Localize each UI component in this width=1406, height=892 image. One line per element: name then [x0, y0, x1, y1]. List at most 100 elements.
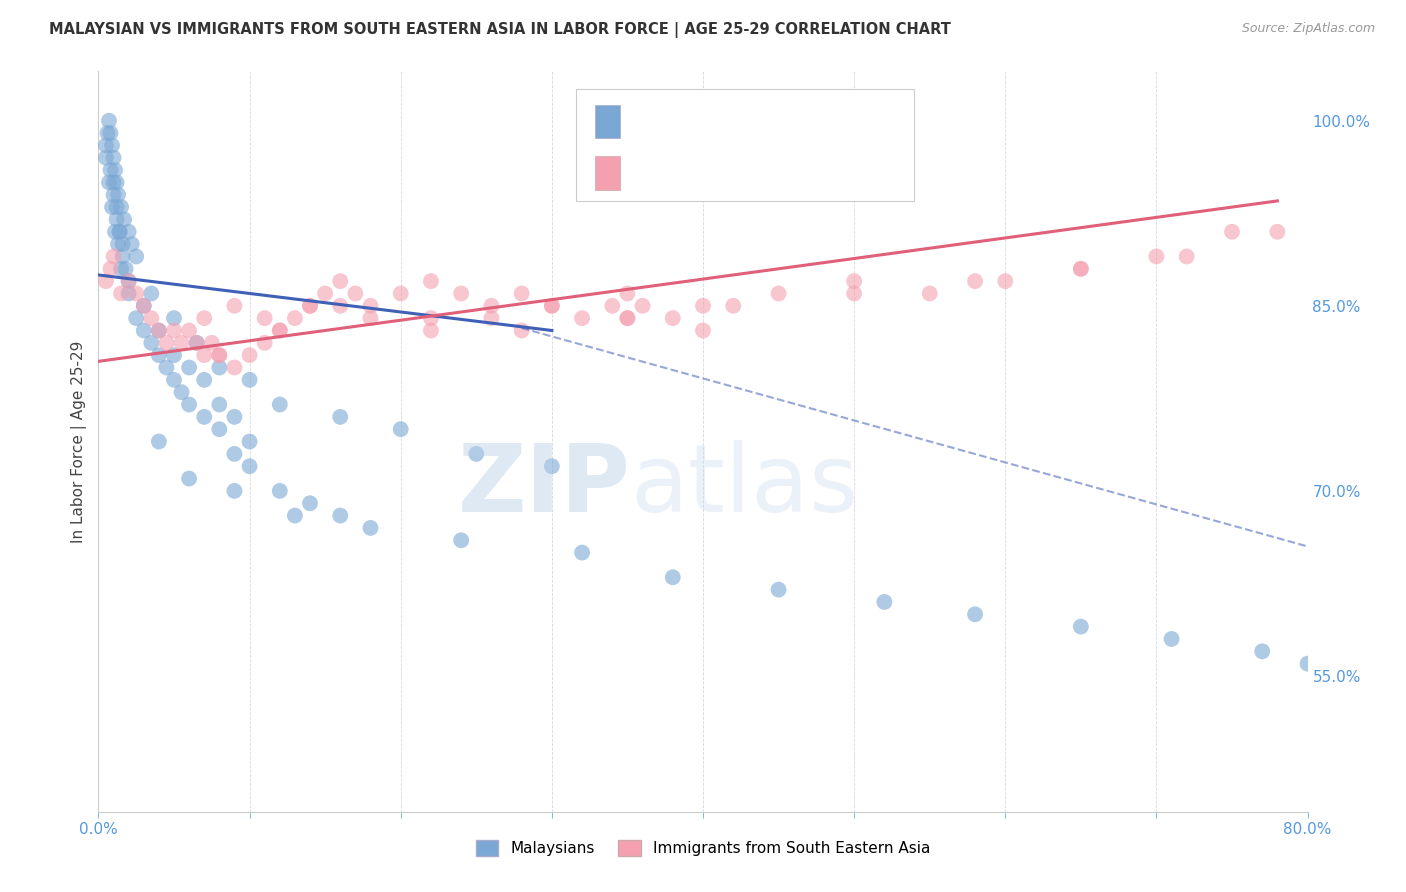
Point [1251, 644, 1274, 658]
Point [170, 335, 193, 350]
Point [450, 286, 472, 301]
Point [299, 299, 322, 313]
Point [1070, 261, 1092, 276]
Point [132, 323, 155, 337]
Point [108, 225, 131, 239]
Point [1146, 249, 1168, 263]
Point [179, 360, 201, 375]
Point [1267, 225, 1289, 239]
Point [112, 212, 135, 227]
Point [104, 163, 127, 178]
Point [420, 323, 443, 337]
Point [208, 360, 231, 375]
Point [193, 409, 215, 424]
Point [239, 348, 262, 362]
Point [329, 299, 352, 313]
Point [616, 286, 638, 301]
Point [100, 163, 122, 178]
Point [873, 595, 896, 609]
Point [692, 323, 714, 337]
Point [253, 311, 276, 326]
Point [125, 286, 148, 301]
Point [118, 274, 141, 288]
Point [299, 299, 322, 313]
Point [224, 299, 246, 313]
Text: atlas: atlas [630, 440, 859, 532]
Point [1220, 225, 1243, 239]
Point [284, 508, 307, 523]
Text: 0.339: 0.339 [673, 165, 727, 183]
Text: 80: 80 [772, 113, 794, 131]
Point [844, 286, 866, 301]
Point [269, 397, 291, 411]
Point [768, 286, 790, 301]
Point [155, 335, 177, 350]
Text: N =: N = [727, 113, 775, 131]
Point [360, 299, 382, 313]
Point [132, 299, 155, 313]
Point [602, 299, 624, 313]
Point [692, 299, 714, 313]
Point [661, 570, 683, 584]
Point [114, 261, 136, 276]
Point [132, 299, 155, 313]
Point [510, 286, 533, 301]
Point [918, 286, 941, 301]
Point [284, 311, 307, 326]
Point [571, 545, 593, 560]
Text: ZIP: ZIP [457, 440, 630, 532]
Point [103, 175, 125, 190]
Point [540, 299, 562, 313]
Point [1175, 249, 1198, 263]
Point [208, 348, 231, 362]
Point [186, 335, 208, 350]
Point [768, 582, 790, 597]
Point [224, 447, 246, 461]
Point [155, 360, 177, 375]
Point [125, 311, 148, 326]
Point [540, 299, 562, 313]
Point [125, 249, 148, 263]
Point [193, 348, 215, 362]
Point [329, 274, 352, 288]
Point [239, 373, 262, 387]
Point [141, 311, 163, 326]
Point [94, 138, 117, 153]
Point [103, 151, 125, 165]
Point [224, 360, 246, 375]
Point [661, 311, 683, 326]
Point [1070, 261, 1092, 276]
Point [98, 175, 121, 190]
Point [141, 286, 163, 301]
Point [118, 274, 141, 288]
Point [329, 508, 352, 523]
Point [420, 274, 443, 288]
Text: 68: 68 [772, 165, 794, 183]
Point [360, 311, 382, 326]
Point [110, 261, 132, 276]
Point [1070, 619, 1092, 633]
Point [208, 397, 231, 411]
Point [465, 447, 488, 461]
Point [269, 483, 291, 498]
Point [101, 138, 124, 153]
Point [844, 274, 866, 288]
Point [101, 200, 124, 214]
Point [616, 311, 638, 326]
Text: R =: R = [631, 165, 668, 183]
Point [98, 113, 121, 128]
Point [111, 249, 134, 263]
Point [148, 434, 170, 449]
Point [481, 311, 503, 326]
Point [208, 422, 231, 436]
Point [994, 274, 1017, 288]
Point [208, 348, 231, 362]
Point [510, 323, 533, 337]
Point [163, 323, 186, 337]
Point [118, 225, 141, 239]
Point [94, 151, 117, 165]
Point [103, 187, 125, 202]
Point [100, 126, 122, 140]
Point [118, 286, 141, 301]
Point [186, 335, 208, 350]
